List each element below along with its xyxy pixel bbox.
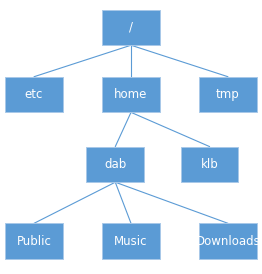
- Text: etc: etc: [25, 88, 43, 101]
- Text: tmp: tmp: [216, 88, 240, 101]
- FancyBboxPatch shape: [5, 77, 63, 112]
- Text: Downloads: Downloads: [195, 235, 260, 248]
- Text: Music: Music: [114, 235, 148, 248]
- Text: Public: Public: [17, 235, 52, 248]
- FancyBboxPatch shape: [199, 223, 257, 259]
- FancyBboxPatch shape: [102, 77, 160, 112]
- FancyBboxPatch shape: [86, 147, 144, 182]
- Text: klb: klb: [201, 158, 219, 171]
- Text: /: /: [129, 21, 133, 34]
- FancyBboxPatch shape: [5, 223, 63, 259]
- FancyBboxPatch shape: [181, 147, 238, 182]
- FancyBboxPatch shape: [199, 77, 257, 112]
- Text: dab: dab: [104, 158, 126, 171]
- FancyBboxPatch shape: [102, 10, 160, 45]
- FancyBboxPatch shape: [102, 223, 160, 259]
- Text: home: home: [114, 88, 148, 101]
